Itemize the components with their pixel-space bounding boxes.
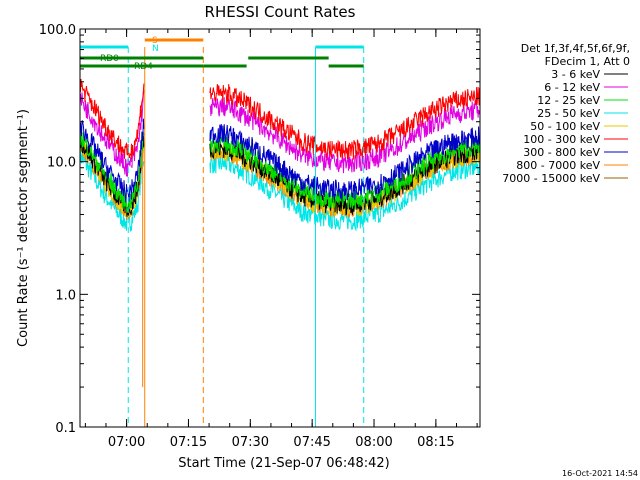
legend-entry-label-7: 800 - 7000 keV bbox=[516, 159, 600, 172]
x-tick-label-3: 07:45 bbox=[293, 435, 330, 450]
marker-layer: SN RD0 RD4 bbox=[79, 36, 365, 427]
legend: Det 1f,3f,4f,5f,6f,9f,FDecim 1, Att 03 -… bbox=[502, 42, 630, 185]
series-line-5-seg-0 bbox=[79, 78, 132, 159]
x-tick-label-0: 07:00 bbox=[108, 435, 145, 450]
x-axis-label: Start Time (21-Sep-07 06:48:42) bbox=[178, 456, 389, 471]
series-line-5-seg-1 bbox=[131, 83, 145, 160]
series-line-3-seg-0 bbox=[79, 147, 132, 232]
y-axis-label: Count Rate (s⁻¹ detector segment⁻¹) bbox=[16, 109, 31, 347]
chart-title: RHESSI Count Rates bbox=[205, 3, 356, 21]
state-bar-label-3: RD0 bbox=[100, 54, 119, 64]
legend-entry-label-4: 50 - 100 keV bbox=[530, 120, 600, 133]
axis-layer: 0.1 1.0 10.0 100.0 07:00 07:15 07:30 07:45 08:00… bbox=[39, 23, 480, 450]
series-line-1-seg-0 bbox=[79, 92, 132, 177]
legend-entry-label-2: 12 - 25 keV bbox=[537, 94, 600, 107]
data-layer bbox=[79, 78, 481, 388]
legend-entry-label-1: 6 - 12 keV bbox=[544, 81, 600, 94]
plot-frame bbox=[79, 28, 481, 428]
y-tick-label-1: 1.0 bbox=[55, 288, 76, 303]
legend-entry-label-3: 25 - 50 keV bbox=[537, 107, 600, 120]
legend-entry-label-0: 3 - 6 keV bbox=[551, 68, 600, 81]
state-bar-label-4: RD4 bbox=[134, 62, 153, 72]
legend-entry-label-6: 300 - 800 keV bbox=[523, 146, 600, 159]
series-line-5-seg-2 bbox=[209, 84, 481, 160]
timestamp: 16-Oct-2021 14:54 bbox=[562, 469, 638, 478]
x-tick-label-4: 08:00 bbox=[355, 435, 392, 450]
legend-header-line-2: FDecim 1, Att 0 bbox=[545, 55, 630, 68]
series-line-6-seg-2 bbox=[209, 124, 481, 201]
y-tick-label-2: 10.0 bbox=[47, 156, 76, 171]
state-bar-label-2: N bbox=[152, 44, 159, 54]
x-tick-label-5: 08:15 bbox=[417, 435, 454, 450]
series-line-2-seg-0 bbox=[79, 126, 132, 214]
y-tick-label-0: 0.1 bbox=[55, 421, 76, 436]
legend-header-line-1: Det 1f,3f,4f,5f,6f,9f, bbox=[521, 42, 630, 55]
series-line-6-seg-0 bbox=[79, 120, 132, 203]
legend-entry-label-8: 7000 - 15000 keV bbox=[502, 172, 600, 185]
series-line-6-seg-1 bbox=[131, 118, 145, 194]
legend-entry-label-5: 100 - 300 keV bbox=[523, 133, 600, 146]
y-tick-label-3: 100.0 bbox=[39, 23, 76, 38]
state-bar-label-1: S bbox=[152, 36, 158, 46]
x-tick-label-1: 07:15 bbox=[170, 435, 207, 450]
x-tick-label-2: 07:30 bbox=[232, 435, 269, 450]
